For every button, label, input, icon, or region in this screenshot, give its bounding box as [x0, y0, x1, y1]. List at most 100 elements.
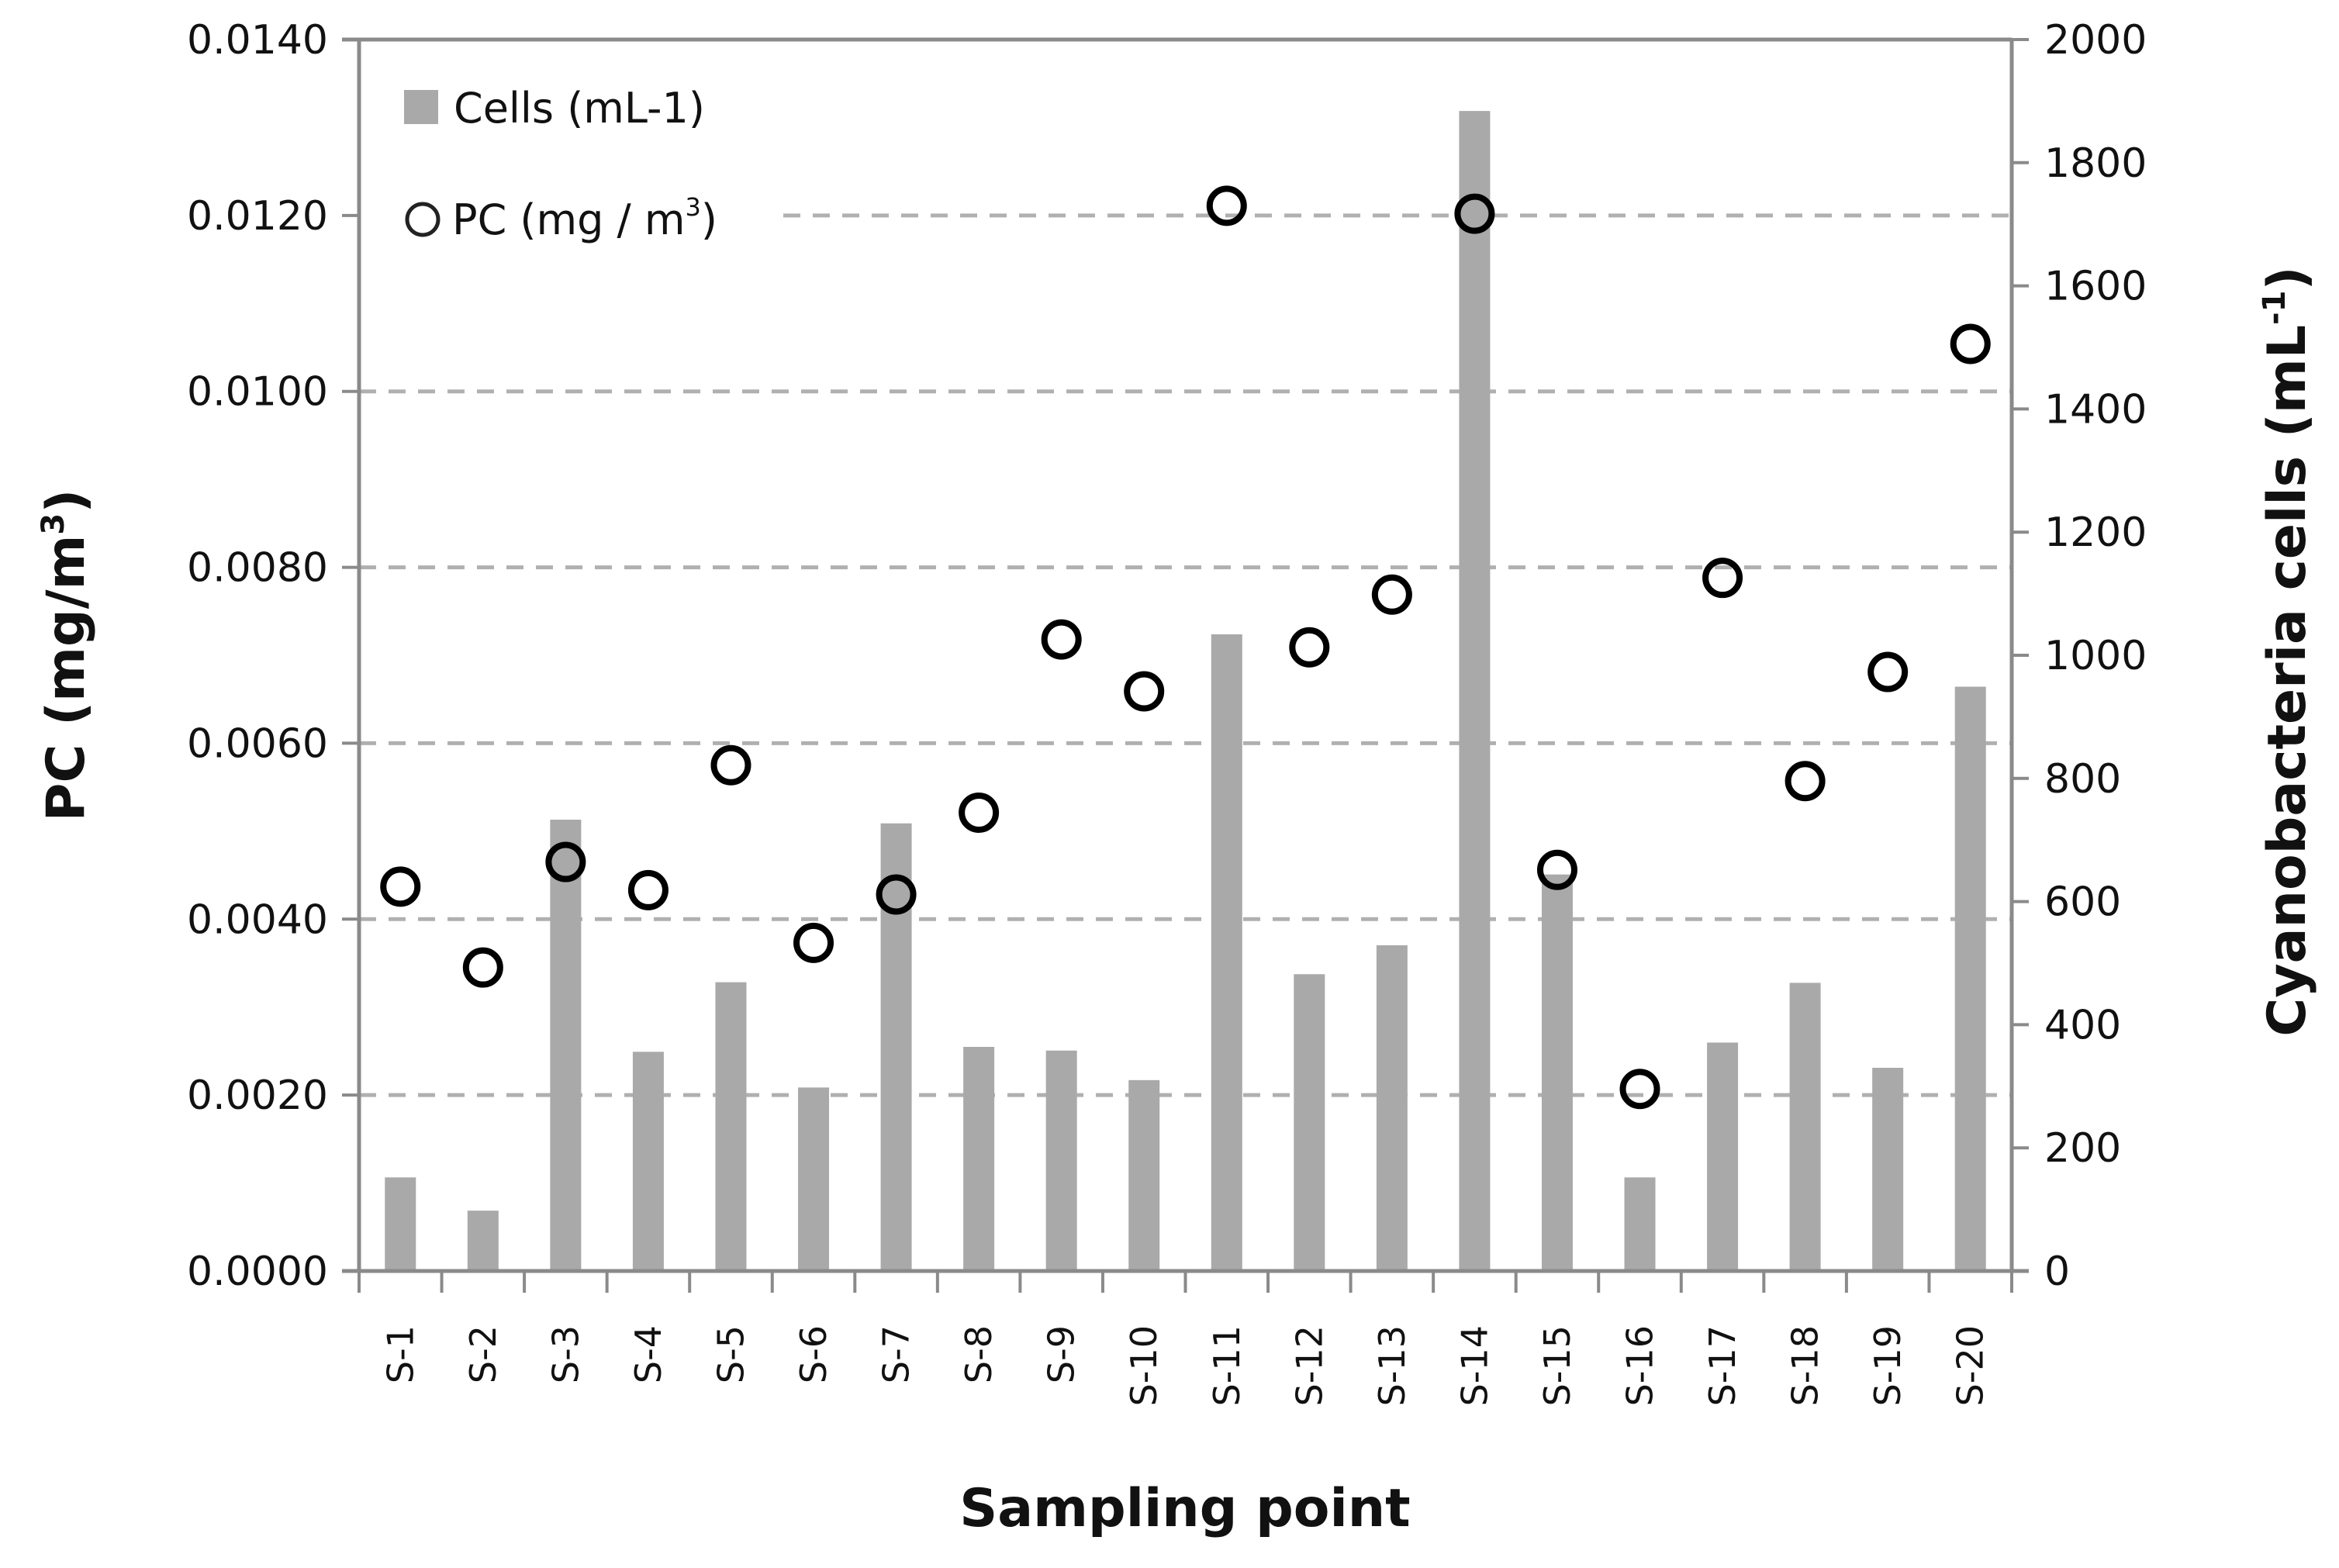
- cells-bars: [385, 111, 1986, 1271]
- bar-s-6: [798, 1087, 830, 1271]
- bar-s-10: [1128, 1079, 1160, 1271]
- pc-point-s-7: [876, 874, 917, 915]
- legend-label-pc-end: ): [701, 195, 717, 244]
- x-tick-label-s-18: S-18: [1784, 1325, 1826, 1406]
- x-axis-ticks: S-1 S-2 S-3 S-4 S-5 S-6 S-7 S-8 S-9 S-10 S-11 S-12 S…: [358, 1271, 2013, 1406]
- left-tick-label: 0.0020: [187, 1072, 328, 1119]
- x-tick-label-s-15: S-15: [1536, 1325, 1578, 1406]
- x-tick-label-s-5: S-5: [710, 1325, 751, 1383]
- right-tick-label: 0: [2044, 1249, 2070, 1295]
- left-tick-label: 0.0120: [187, 193, 328, 240]
- bar-s-9: [1045, 1050, 1077, 1271]
- right-tick-label: 200: [2044, 1125, 2121, 1172]
- bar-s-12: [1294, 974, 1325, 1271]
- pc-point-s-20: [1950, 323, 1991, 364]
- pc-point-s-19: [1867, 651, 1909, 692]
- left-axis-title-sup: 3: [36, 513, 71, 535]
- pc-point-s-1: [380, 866, 421, 907]
- pc-point-s-13: [1371, 574, 1412, 615]
- pc-point-s-8: [959, 793, 1000, 834]
- right-tick-label: 400: [2044, 1002, 2121, 1048]
- right-axis-ticks: 0 200 400 600 800 1000 1200 1400 1600 1800 2000: [2012, 17, 2147, 1295]
- bar-s-3: [550, 819, 582, 1271]
- right-tick-label: 1600: [2044, 264, 2147, 310]
- x-tick-label-s-7: S-7: [876, 1325, 917, 1383]
- x-tick-label-s-20: S-20: [1950, 1325, 1992, 1406]
- bar-s-18: [1789, 983, 1821, 1271]
- pc-point-s-18: [1784, 761, 1826, 802]
- x-tick-label-s-8: S-8: [958, 1325, 1000, 1383]
- left-tick-label: 0.0000: [187, 1249, 328, 1295]
- x-tick-label-s-16: S-16: [1619, 1325, 1661, 1406]
- pc-point-s-12: [1289, 627, 1330, 668]
- left-axis-ticks: 0.0000 0.0020 0.0040 0.0060 0.0080 0.0100 0.01…: [187, 17, 359, 1295]
- right-tick-label: 600: [2044, 879, 2121, 926]
- right-axis-title-end: ): [2257, 266, 2318, 290]
- pc-point-s-14: [1454, 193, 1495, 234]
- x-tick-label-s-17: S-17: [1702, 1325, 1743, 1406]
- left-tick-label: 0.0100: [187, 369, 328, 416]
- x-tick-label-s-3: S-3: [544, 1325, 586, 1383]
- bar-s-20: [1954, 686, 1986, 1271]
- left-tick-label: 0.0140: [187, 17, 328, 64]
- bar-s-1: [385, 1177, 416, 1271]
- right-tick-label: 1800: [2044, 140, 2147, 187]
- x-tick-label-s-11: S-11: [1206, 1325, 1248, 1406]
- pc-point-s-15: [1536, 849, 1577, 890]
- bar-s-13: [1376, 945, 1408, 1271]
- pc-point-s-16: [1619, 1069, 1660, 1110]
- left-axis-title-main: PC (mg/m: [36, 535, 97, 822]
- left-tick-label: 0.0060: [187, 720, 328, 767]
- x-tick-label-s-6: S-6: [793, 1325, 834, 1383]
- bar-s-2: [467, 1211, 499, 1271]
- legend-label-cells: Cells (mL-1): [454, 84, 705, 133]
- left-axis-title: PC (mg/m3): [36, 489, 97, 822]
- right-axis-title: Cyanobacteria cells (mL-1): [2257, 266, 2318, 1036]
- x-tick-label-s-9: S-9: [1041, 1325, 1083, 1383]
- pc-points: [380, 185, 1991, 1110]
- bar-s-14: [1459, 111, 1491, 1271]
- pc-point-s-3: [545, 841, 586, 882]
- left-tick-label: 0.0080: [187, 545, 328, 592]
- right-axis-title-sup: -1: [2257, 291, 2292, 325]
- bar-s-17: [1707, 1042, 1739, 1271]
- right-tick-label: 1400: [2044, 386, 2147, 433]
- right-tick-label: 1200: [2044, 509, 2147, 556]
- legend-swatch-cells: [404, 90, 438, 124]
- pc-point-s-5: [710, 744, 751, 786]
- bar-s-19: [1872, 1067, 1904, 1271]
- legend-marker-pc: [405, 202, 441, 237]
- right-axis-title-main: Cyanobacteria cells (mL: [2257, 325, 2318, 1037]
- right-tick-label: 800: [2044, 756, 2121, 803]
- legend: Cells (mL-1) PC (mg / m3): [404, 84, 717, 244]
- pc-point-s-9: [1041, 619, 1082, 660]
- bar-s-4: [632, 1052, 664, 1271]
- x-tick-label-s-12: S-12: [1288, 1325, 1330, 1406]
- bar-s-11: [1211, 634, 1242, 1271]
- left-axis-title-end: ): [36, 489, 97, 513]
- right-tick-label: 1000: [2044, 633, 2147, 679]
- legend-label-pc-main: PC (mg / m: [452, 195, 686, 244]
- legend-label-pc: PC (mg / m3): [452, 192, 717, 244]
- bar-s-15: [1541, 874, 1573, 1271]
- pc-point-s-11: [1206, 185, 1247, 226]
- x-tick-label-s-10: S-10: [1123, 1325, 1165, 1406]
- pc-point-s-4: [627, 869, 669, 910]
- pc-point-s-6: [793, 922, 834, 963]
- x-tick-label-s-2: S-2: [462, 1325, 504, 1383]
- legend-label-pc-sup: 3: [686, 192, 701, 222]
- x-tick-label-s-4: S-4: [627, 1325, 669, 1383]
- bar-s-5: [715, 982, 747, 1271]
- bar-s-7: [880, 823, 912, 1271]
- pc-point-s-17: [1702, 558, 1743, 599]
- x-tick-label-s-13: S-13: [1371, 1325, 1413, 1406]
- left-tick-label: 0.0040: [187, 896, 328, 943]
- right-tick-label: 2000: [2044, 17, 2147, 64]
- x-tick-label-s-14: S-14: [1453, 1325, 1495, 1406]
- gridlines: [359, 213, 2012, 1097]
- x-axis-title: Sampling point: [959, 1478, 1410, 1539]
- pc-point-s-2: [462, 947, 503, 988]
- x-tick-label-s-1: S-1: [379, 1325, 421, 1383]
- bar-s-16: [1624, 1177, 1656, 1271]
